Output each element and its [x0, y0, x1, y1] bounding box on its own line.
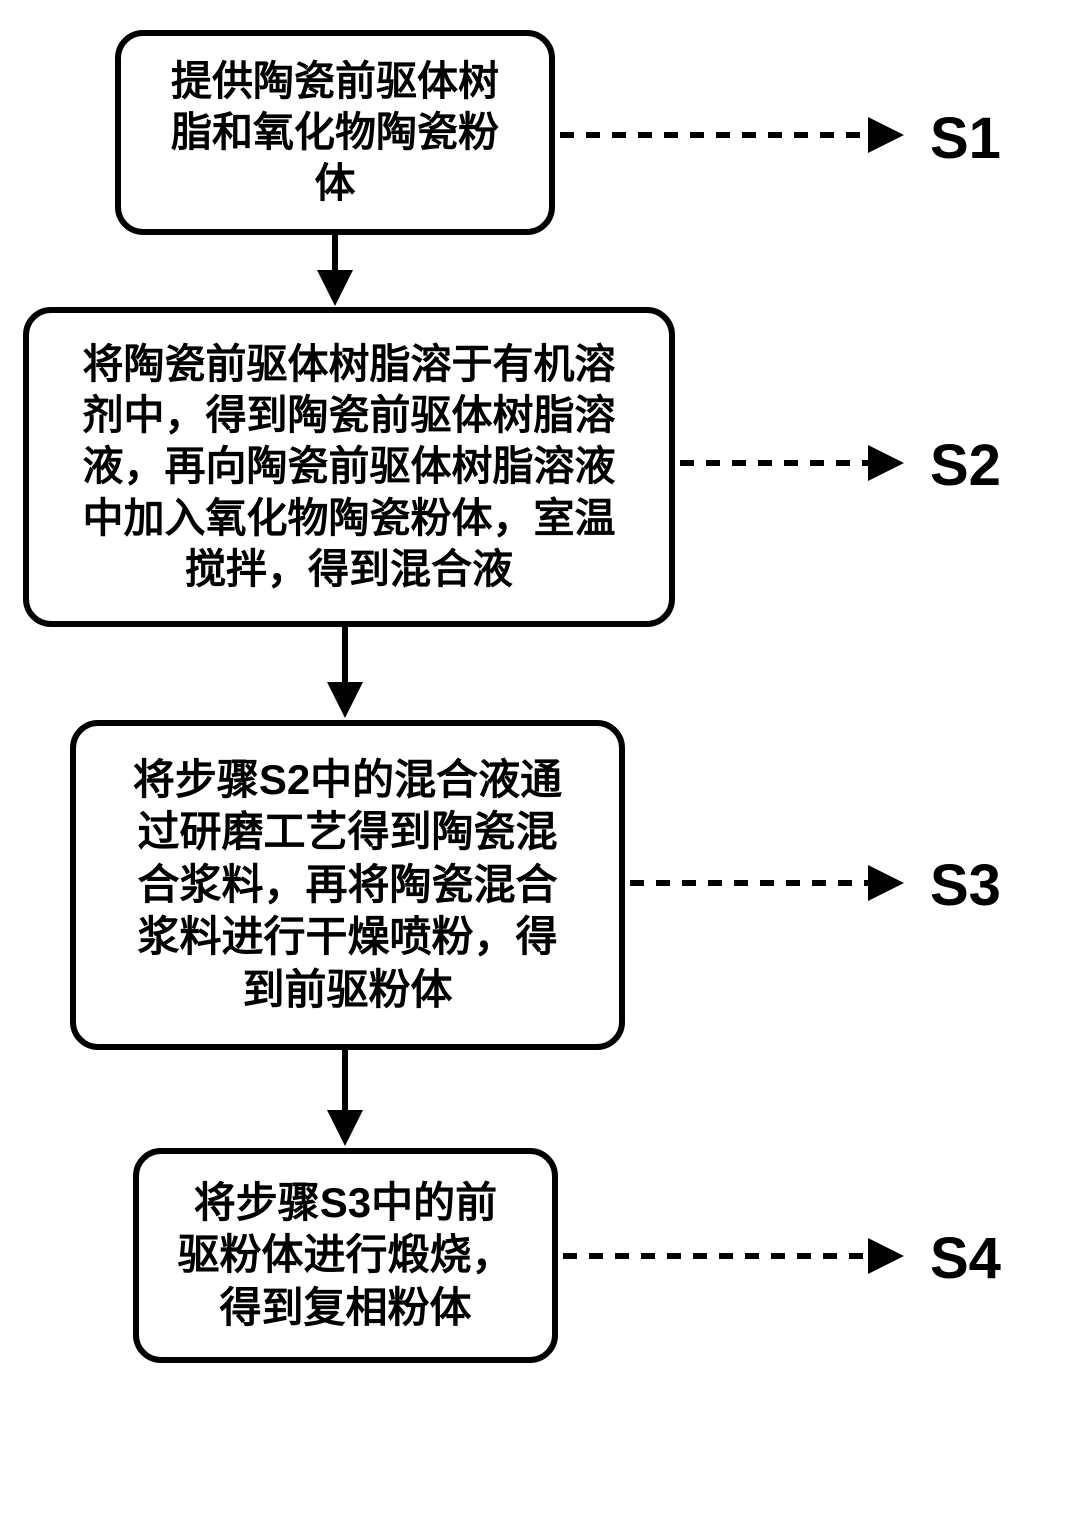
flow-node-s3-text: 将步骤S2中的混合液通过研磨工艺得到陶瓷混合浆料，再将陶瓷混合浆料进行干燥喷粉，… — [133, 754, 562, 1017]
flow-node-s2-text: 将陶瓷前驱体树脂溶于有机溶剂中，得到陶瓷前驱体树脂溶液，再向陶瓷前驱体树脂溶液中… — [83, 339, 616, 595]
step-label-s1: S1 — [930, 105, 1001, 172]
flowchart-canvas: 提供陶瓷前驱体树脂和氧化物陶瓷粉体 将陶瓷前驱体树脂溶于有机溶剂中，得到陶瓷前驱… — [0, 0, 1070, 1514]
step-label-s2: S2 — [930, 432, 1001, 499]
flow-node-s4-text: 将步骤S3中的前驱粉体进行煅烧，得到复相粉体 — [177, 1177, 513, 1335]
step-label-s3: S3 — [930, 852, 1001, 919]
flow-node-s4: 将步骤S3中的前驱粉体进行煅烧，得到复相粉体 — [133, 1148, 558, 1363]
flow-node-s2: 将陶瓷前驱体树脂溶于有机溶剂中，得到陶瓷前驱体树脂溶液，再向陶瓷前驱体树脂溶液中… — [23, 307, 675, 627]
step-label-s4: S4 — [930, 1225, 1001, 1292]
flow-node-s3: 将步骤S2中的混合液通过研磨工艺得到陶瓷混合浆料，再将陶瓷混合浆料进行干燥喷粉，… — [70, 720, 625, 1050]
flow-node-s1: 提供陶瓷前驱体树脂和氧化物陶瓷粉体 — [115, 30, 555, 235]
flow-node-s1-text: 提供陶瓷前驱体树脂和氧化物陶瓷粉体 — [171, 56, 499, 210]
